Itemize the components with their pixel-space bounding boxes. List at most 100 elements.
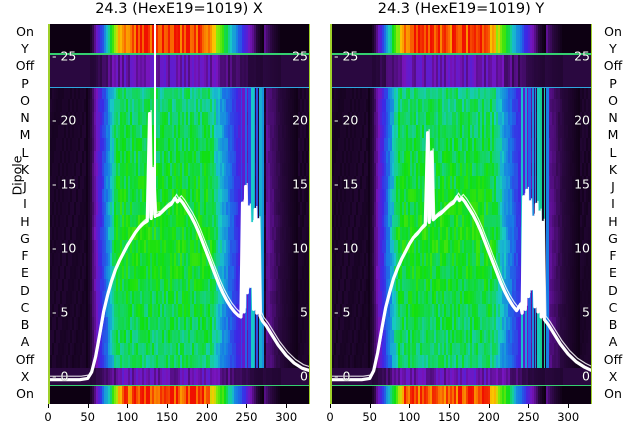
heatmap-cell — [66, 25, 69, 55]
heatmap-cell — [62, 227, 65, 242]
heatmap-cell — [124, 214, 127, 229]
heatmap-cell — [296, 189, 299, 203]
heatmap-cell — [156, 25, 159, 55]
heatmap-cell — [74, 227, 77, 242]
heatmap-cell — [70, 163, 73, 178]
heatmap-cell — [194, 163, 197, 178]
heatmap-cell — [114, 214, 117, 229]
heatmap-cell — [86, 99, 89, 114]
heatmap-cell — [214, 201, 217, 216]
heatmap-cell — [228, 176, 231, 190]
heatmap-cell — [90, 25, 93, 55]
heatmap-cell — [284, 201, 287, 216]
heatmap-cell — [182, 150, 185, 165]
heatmap-cell — [52, 163, 55, 178]
heatmap-cell — [212, 25, 215, 55]
heatmap-cell — [164, 112, 167, 126]
heatmap-cell — [174, 54, 177, 87]
heatmap-cell — [52, 214, 55, 229]
heatmap-cell — [254, 25, 257, 55]
heatmap-cell — [232, 25, 235, 55]
heatmap-cell — [90, 99, 93, 114]
dipole-label: C — [20, 299, 30, 315]
heatmap-cell — [96, 214, 99, 229]
heatmap-cell — [292, 227, 295, 242]
heatmap-cell — [238, 99, 241, 114]
heatmap-cell — [84, 125, 87, 139]
heatmap-cell — [142, 176, 145, 190]
heatmap-cell — [58, 99, 61, 114]
heatmap-cell — [162, 54, 165, 87]
heatmap-cell — [272, 54, 275, 87]
heatmap-cell — [238, 112, 241, 126]
heatmap-cell — [116, 112, 119, 126]
heatmap-cell — [158, 99, 161, 114]
heatmap-cell — [120, 163, 123, 178]
panel-title-x: 24.3 (HexE19=1019) X — [95, 1, 263, 17]
heatmap-cell — [136, 176, 139, 190]
heatmap-cell — [228, 189, 231, 203]
heatmap-cell — [220, 112, 223, 126]
heatmap-cell — [188, 137, 191, 152]
heatmap-cell — [216, 176, 219, 190]
heatmap-cell — [156, 163, 159, 178]
heatmap-cell — [170, 240, 173, 254]
heatmap-cell — [266, 150, 269, 165]
heatmap-cell — [82, 125, 85, 139]
heatmap-cell — [208, 99, 211, 114]
heatmap-cell — [218, 125, 221, 139]
heatmap-cell — [192, 189, 195, 203]
heatmap-cell — [110, 189, 113, 203]
heatmap-cell — [186, 214, 189, 229]
heatmap-cell — [236, 86, 239, 101]
heatmap-cell — [300, 125, 303, 139]
heatmap-cell — [92, 99, 95, 114]
heatmap-cell — [134, 99, 137, 114]
heatmap-cell — [184, 189, 187, 203]
heatmap-cell — [144, 86, 147, 101]
heatmap-cell — [54, 163, 57, 178]
heatmap-cell — [304, 214, 307, 229]
heatmap-cell — [200, 150, 203, 165]
heatmap-cell — [166, 163, 169, 178]
heatmap-cell — [164, 240, 167, 254]
heatmap-cell — [280, 176, 283, 190]
heatmap-cell — [274, 112, 277, 126]
heatmap-cell — [192, 125, 195, 139]
heatmap-cell — [280, 125, 283, 139]
heatmap-cell — [90, 227, 93, 242]
heatmap-cell — [84, 240, 87, 254]
heatmap-cell — [276, 99, 279, 114]
heatmap-cell — [64, 176, 67, 190]
heatmap-cell — [290, 150, 293, 165]
heatmap-cell — [174, 137, 177, 152]
heatmap-cell — [192, 99, 195, 114]
heatmap-cell — [274, 163, 277, 178]
heatmap-cell — [166, 227, 169, 242]
heatmap-cell — [216, 54, 219, 87]
heatmap-cell — [182, 125, 185, 139]
heatmap-cell — [124, 163, 127, 178]
heatmap-cell — [192, 86, 195, 101]
heatmap-cell — [162, 189, 165, 203]
y-tick-label-inner-left: - 25 — [52, 48, 77, 64]
heatmap-cell — [282, 214, 285, 229]
heatmap-cell — [306, 25, 309, 55]
heatmap-cell — [182, 227, 185, 242]
heatmap-cell — [120, 227, 123, 242]
heatmap-cell — [72, 214, 75, 229]
heatmap-cell — [188, 214, 191, 229]
heatmap-cell — [148, 54, 151, 87]
heatmap-cell — [180, 150, 183, 165]
heatmap-cell — [136, 240, 139, 254]
heatmap-cell — [120, 189, 123, 203]
heatmap-cell — [302, 125, 305, 139]
heatmap-cell — [188, 150, 191, 165]
heatmap-cell — [132, 176, 135, 190]
heatmap-cell — [152, 112, 155, 126]
heatmap-cell — [192, 137, 195, 152]
heatmap-cell — [280, 163, 283, 178]
heatmap-cell — [80, 25, 83, 55]
